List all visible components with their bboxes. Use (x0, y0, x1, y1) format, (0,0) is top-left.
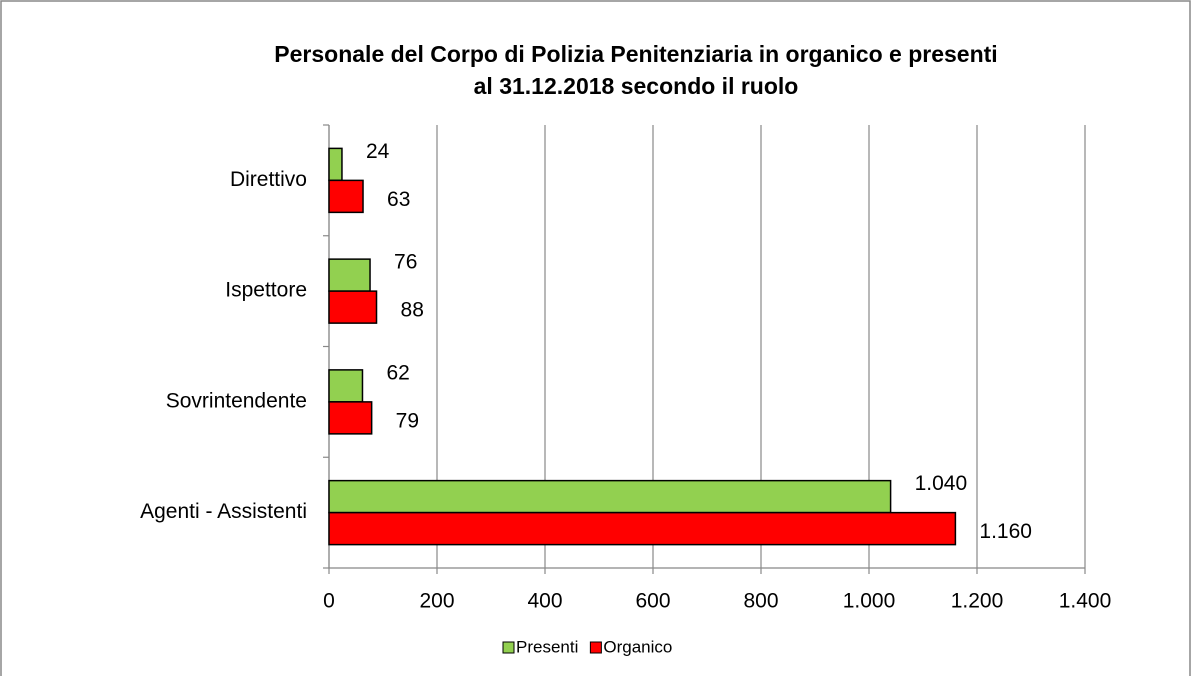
legend-swatch (589, 641, 602, 654)
bar (328, 369, 364, 403)
y-tick-label: Agenti - Assistenti (140, 500, 307, 523)
bar (328, 479, 892, 514)
y-tick-label: Direttivo (230, 168, 307, 191)
data-label: 76 (394, 251, 417, 274)
data-label: 79 (396, 409, 419, 432)
bar (328, 147, 343, 182)
y-tick-label: Sovrintendente (166, 389, 307, 412)
x-tick-label: 600 (635, 590, 670, 613)
chart-title: Personale del Corpo di Polizia Penitenzi… (274, 41, 997, 67)
legend-label: Presenti (516, 637, 578, 656)
data-label: 24 (366, 140, 390, 163)
data-label: 1.040 (915, 472, 968, 495)
x-tick-label: 800 (743, 590, 778, 613)
x-tick-label: 400 (527, 590, 562, 613)
chart-title: al 31.12.2018 secondo il ruolo (474, 73, 799, 99)
y-tick-label: Ispettore (225, 279, 307, 302)
x-tick-label: 200 (419, 590, 454, 613)
bar (328, 258, 371, 292)
bar (328, 401, 373, 435)
data-label: 63 (387, 188, 410, 211)
legend-swatch (502, 641, 515, 654)
x-tick-label: 1.000 (843, 590, 896, 613)
bar (328, 290, 378, 324)
bar (328, 511, 957, 546)
data-label: 62 (386, 361, 409, 384)
data-label: 88 (401, 299, 424, 322)
x-tick-label: 1.400 (1059, 590, 1112, 613)
bar (328, 179, 364, 214)
x-tick-label: 1.200 (951, 590, 1004, 613)
data-label: 1.160 (979, 520, 1032, 543)
x-tick-label: 0 (323, 590, 335, 613)
legend-label: Organico (603, 637, 672, 656)
